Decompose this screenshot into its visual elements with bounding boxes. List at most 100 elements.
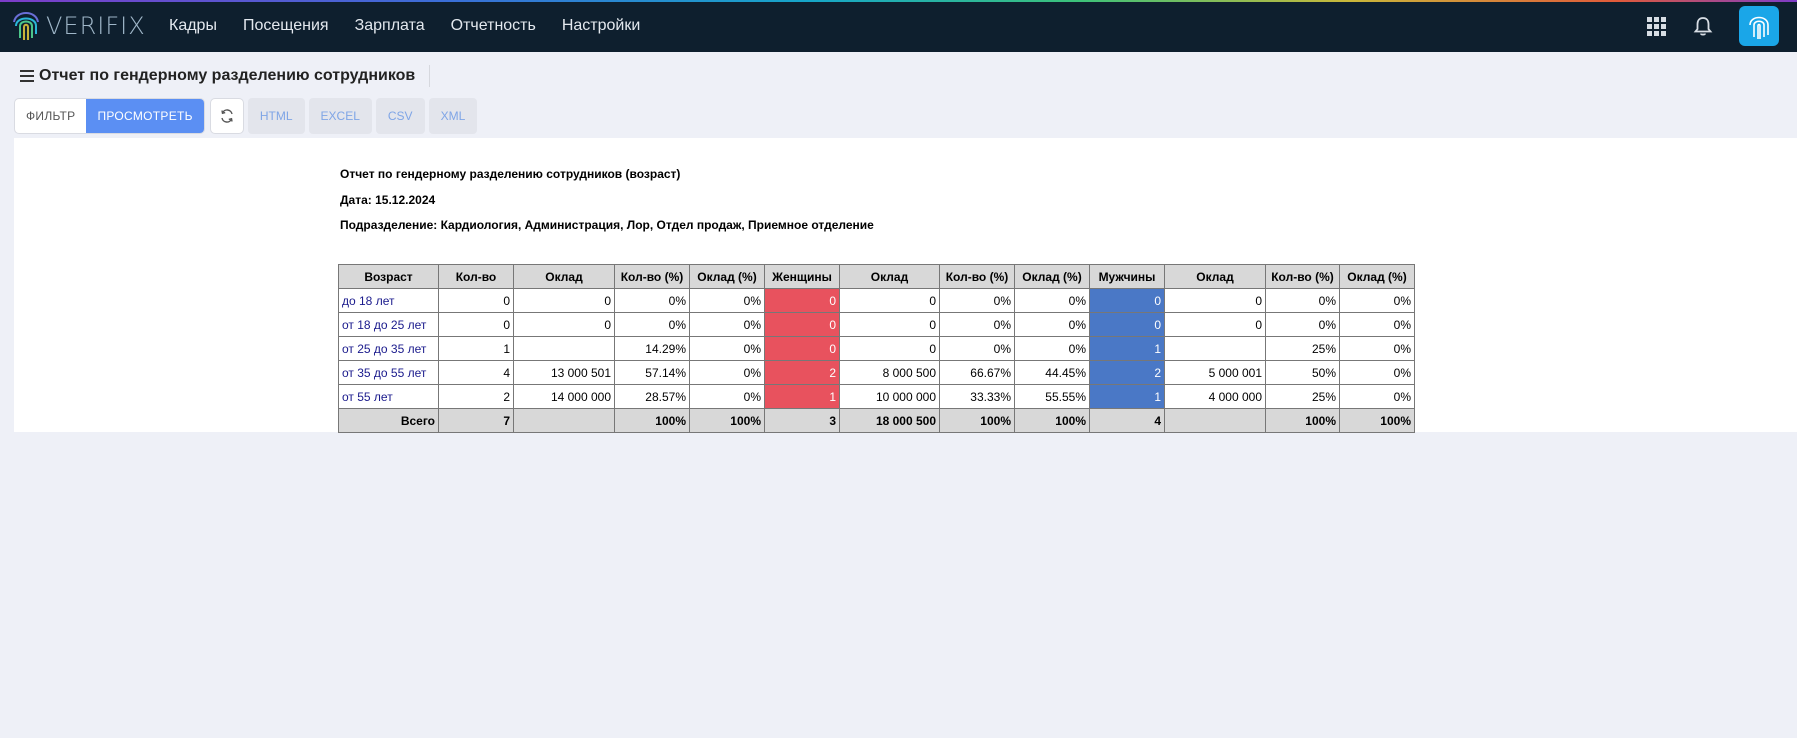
table-cell: 0% <box>1339 336 1415 361</box>
table-cell: 7 <box>438 408 514 433</box>
table-cell: 4 <box>1089 408 1165 433</box>
column-header: Оклад <box>839 264 940 289</box>
logo[interactable]: VERIFIX <box>12 8 146 44</box>
user-avatar[interactable] <box>1739 6 1779 46</box>
header-actions <box>1645 0 1797 52</box>
report-date: Дата: 15.12.2024 <box>340 193 436 207</box>
male-count-cell: 2 <box>1089 360 1165 385</box>
table-cell: 57.14% <box>614 360 690 385</box>
table-row: до 18 лет 0 0 0% 0% 0 0 0% 0% 0 0 0% 0% <box>338 288 1415 313</box>
table-cell: 25% <box>1265 336 1340 361</box>
column-header: Мужчины <box>1089 264 1165 289</box>
brand-stripe <box>0 0 1797 2</box>
nav-item-reports[interactable]: Отчетность <box>450 17 536 34</box>
brand-name: VERIFIX <box>46 12 146 40</box>
export-csv-button[interactable]: CSV <box>375 98 425 134</box>
age-group-link[interactable]: от 55 лет <box>338 384 439 409</box>
table-cell: 100% <box>689 408 765 433</box>
table-cell: 0% <box>939 288 1015 313</box>
female-count-cell: 0 <box>764 336 840 361</box>
report-heading: Отчет по гендерному разделению сотрудник… <box>340 167 681 181</box>
table-body: до 18 лет 0 0 0% 0% 0 0 0% 0% 0 0 0% 0% от 18 до 25 л… <box>338 288 1415 433</box>
column-header: Кол-во <box>438 264 514 289</box>
column-header: Возраст <box>338 264 439 289</box>
bell-icon[interactable] <box>1692 15 1714 37</box>
apps-grid-icon[interactable] <box>1645 15 1667 37</box>
table-cell: 5 000 001 <box>1164 360 1266 385</box>
age-group-link[interactable]: от 25 до 35 лет <box>338 336 439 361</box>
table-cell: 2 <box>438 384 514 409</box>
table-cell: 0% <box>689 360 765 385</box>
table-cell: 0 <box>438 288 514 313</box>
male-count-cell: 1 <box>1089 384 1165 409</box>
male-count-cell: 0 <box>1089 288 1165 313</box>
table-row: от 25 до 35 лет 1 14.29% 0% 0 0 0% 0% 1 25% 0% <box>338 336 1415 361</box>
table-cell: 0 <box>438 312 514 337</box>
column-header: Кол-во (%) <box>614 264 690 289</box>
table-cell: 14.29% <box>614 336 690 361</box>
table-cell: 0% <box>939 312 1015 337</box>
male-count-cell: 0 <box>1089 312 1165 337</box>
table-cell: 0 <box>839 336 940 361</box>
export-html-button[interactable]: HTML <box>247 98 305 134</box>
table-cell <box>513 408 615 433</box>
total-label: Всего <box>338 408 439 433</box>
table-cell: 100% <box>939 408 1015 433</box>
column-header: Женщины <box>764 264 840 289</box>
table-cell: 0% <box>614 288 690 313</box>
table-cell: 0 <box>1164 312 1266 337</box>
female-count-cell: 2 <box>764 360 840 385</box>
table-row: от 55 лет 2 14 000 000 28.57% 0% 1 10 000 000 3… <box>338 384 1415 409</box>
table-cell: 100% <box>1265 408 1340 433</box>
fingerprint-logo-icon <box>13 12 39 40</box>
age-group-link[interactable]: от 35 до 55 лет <box>338 360 439 385</box>
table-cell: 0% <box>1014 336 1090 361</box>
view-toggle-group: ФИЛЬТР ПРОСМОТРЕТЬ <box>14 98 205 134</box>
table-cell: 18 000 500 <box>839 408 940 433</box>
table-header-row: Возраст Кол-во Оклад Кол-во (%) Оклад (%) Жен… <box>338 264 1415 289</box>
table-cell: 0% <box>689 384 765 409</box>
export-excel-button[interactable]: EXCEL <box>308 98 372 134</box>
export-xml-button[interactable]: XML <box>428 98 478 134</box>
table-cell: 3 <box>764 408 840 433</box>
main-nav: Кадры Посещения Зарплата Отчетность Наст… <box>157 0 666 52</box>
table-cell: 4 000 000 <box>1164 384 1266 409</box>
table-cell: 0% <box>689 312 765 337</box>
divider <box>429 65 431 87</box>
table-cell: 8 000 500 <box>839 360 940 385</box>
refresh-icon <box>221 109 233 123</box>
table-row: от 18 до 25 лет 0 0 0% 0% 0 0 0% 0% 0 0 0% 0% <box>338 312 1415 337</box>
table-cell: 0% <box>689 288 765 313</box>
female-count-cell: 0 <box>764 312 840 337</box>
table-cell: 0% <box>1339 384 1415 409</box>
table-cell <box>1164 408 1266 433</box>
table-cell: 0% <box>1014 312 1090 337</box>
table-cell <box>513 336 615 361</box>
table-cell: 4 <box>438 360 514 385</box>
age-group-link[interactable]: от 18 до 25 лет <box>338 312 439 337</box>
view-button[interactable]: ПРОСМОТРЕТЬ <box>86 99 204 133</box>
male-count-cell: 1 <box>1089 336 1165 361</box>
refresh-button[interactable] <box>209 98 244 134</box>
column-header: Оклад <box>513 264 615 289</box>
report-department: Подразделение: Кардиология, Администраци… <box>340 218 874 232</box>
nav-item-kadry[interactable]: Кадры <box>169 17 217 34</box>
table-cell: 0% <box>1014 288 1090 313</box>
column-header: Кол-во (%) <box>1265 264 1340 289</box>
table-cell: 0% <box>1339 288 1415 313</box>
nav-item-salary[interactable]: Зарплата <box>354 17 425 34</box>
column-header: Оклад (%) <box>1339 264 1415 289</box>
table-cell: 0% <box>1265 312 1340 337</box>
total-row: Всего 7 100% 100% 3 18 000 500 100% 100% 4 100% 10… <box>338 408 1415 433</box>
table-cell: 0 <box>1164 288 1266 313</box>
nav-item-settings[interactable]: Настройки <box>561 17 641 34</box>
menu-icon[interactable] <box>20 70 34 82</box>
column-header: Оклад (%) <box>689 264 765 289</box>
nav-item-attendance[interactable]: Посещения <box>242 17 329 34</box>
filter-button[interactable]: ФИЛЬТР <box>26 109 76 123</box>
table-cell <box>1164 336 1266 361</box>
report-panel: Отчет по гендерному разделению сотрудник… <box>14 138 1797 433</box>
age-group-link[interactable]: до 18 лет <box>338 288 439 313</box>
column-header: Кол-во (%) <box>939 264 1015 289</box>
table-cell: 14 000 000 <box>513 384 615 409</box>
